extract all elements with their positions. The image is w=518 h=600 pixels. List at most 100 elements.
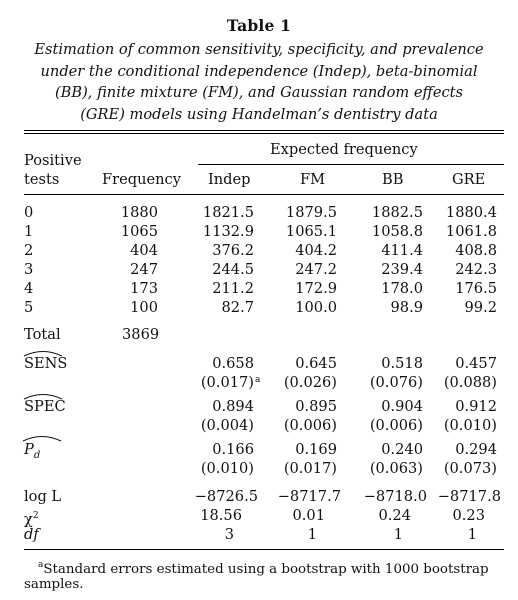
table-caption: Estimation of common sensitivity, specif… (22, 39, 496, 125)
row-expected-value: 244.5 (212, 261, 254, 278)
row-tests: 4 (24, 280, 34, 297)
fit-value: 1 (467, 526, 477, 543)
row-expected-value: 98.9 (390, 299, 424, 316)
estimate-se: (0.076) (369, 374, 423, 391)
row-expected-value: 178.0 (381, 280, 423, 297)
row-expected-value: 82.7 (221, 299, 255, 316)
fit-value: 1 (307, 526, 317, 543)
footnote-text: Standard errors estimated using a bootst… (43, 562, 489, 577)
row-expected-value: 211.2 (212, 280, 254, 297)
row-tests: 2 (24, 242, 34, 259)
row-expected-value: 100.0 (295, 299, 337, 316)
estimate-se: (0.088) (443, 374, 497, 391)
estimate-se: (0.063) (369, 460, 423, 477)
table-title: Table 1 (226, 16, 292, 35)
row-frequency: 100 (130, 299, 158, 316)
bottom-rule (24, 549, 504, 550)
header-tests: tests (24, 171, 60, 188)
header-fm: FM (300, 171, 326, 188)
header-indep: Indep (208, 171, 251, 188)
row-expected-value: 408.8 (455, 242, 497, 259)
row-expected-value: 172.9 (295, 280, 337, 297)
total-label: Total (24, 326, 61, 343)
prevalence-label: Pd (22, 435, 62, 465)
estimate-se: (0.017) (283, 460, 337, 477)
row-tests: 1 (24, 223, 34, 240)
row-expected-value: 242.3 (455, 261, 497, 278)
estimate-value: 0.169 (295, 441, 337, 458)
estimate-se: (0.073) (443, 460, 497, 477)
estimate-value: 0.457 (455, 355, 497, 372)
row-expected-value: 1882.5 (371, 204, 423, 221)
estimate-value: 0.894 (212, 398, 254, 415)
row-expected-value: 376.2 (212, 242, 254, 259)
fit-value: 0.01 (292, 507, 326, 524)
estimate-value: 0.645 (295, 355, 337, 372)
estimate-value: 0.294 (455, 441, 497, 458)
estimate-value: 0.904 (381, 398, 423, 415)
chi2-label: χ2 (24, 511, 39, 528)
fit-value: 0.23 (452, 507, 486, 524)
estimate-se: (0.026) (283, 374, 337, 391)
se-note-mark: a (255, 375, 261, 385)
fit-value: −8717.8 (437, 488, 501, 505)
fit-value: 0.24 (378, 507, 412, 524)
spec-label: SPEC (23, 393, 66, 416)
row-tests: 5 (24, 299, 34, 316)
estimate-se: (0.006) (369, 417, 423, 434)
row-expected-value: 99.2 (464, 299, 498, 316)
row-expected-value: 1065.1 (285, 223, 337, 240)
top-rule-2 (24, 133, 504, 134)
estimate-se: (0.006) (283, 417, 337, 434)
total-frequency: 3869 (122, 326, 160, 343)
row-expected-value: 1058.8 (371, 223, 423, 240)
caption-line: under the conditional independence (Inde… (40, 62, 478, 80)
estimate-value: 0.912 (455, 398, 497, 415)
row-expected-value: 1061.8 (445, 223, 497, 240)
row-expected-value: 1880.4 (445, 204, 497, 221)
estimate-value: 0.166 (212, 441, 254, 458)
expected-rule (198, 164, 504, 165)
caption-line: (BB), finite mixture (FM), and Gaussian … (54, 84, 464, 101)
row-expected-value: 1821.5 (202, 204, 254, 221)
estimate-se: (0.017) (200, 374, 254, 391)
row-expected-value: 404.2 (295, 242, 337, 259)
row-tests: 3 (24, 261, 34, 278)
fit-value: −8726.5 (194, 488, 258, 505)
row-expected-value: 1132.9 (202, 223, 254, 240)
caption-line: (GRE) models using Handelman’s dentistry… (80, 105, 438, 123)
fit-value: 3 (224, 526, 234, 543)
estimate-value: 0.240 (381, 441, 423, 458)
row-expected-value: 411.4 (381, 242, 423, 259)
estimate-value: 0.895 (295, 398, 337, 415)
fit-value: 1 (393, 526, 403, 543)
estimate-se: (0.010) (443, 417, 497, 434)
df-label: df (24, 526, 39, 543)
row-frequency: 1880 (120, 204, 158, 221)
fit-value: 18.56 (200, 507, 242, 524)
row-expected-value: 239.4 (381, 261, 423, 278)
header-expected-frequency: Expected frequency (270, 141, 418, 158)
header-positive: Positive (24, 152, 82, 169)
fit-value: −8718.0 (363, 488, 427, 505)
row-expected-value: 1879.5 (285, 204, 337, 221)
row-frequency: 247 (130, 261, 158, 278)
sens-label: SENS (23, 350, 67, 373)
footnote-mark: a (38, 560, 44, 570)
caption-line: Estimation of common sensitivity, specif… (34, 41, 484, 58)
row-tests: 0 (24, 204, 34, 221)
header-gre: GRE (452, 171, 486, 188)
estimate-value: 0.658 (212, 355, 254, 372)
estimate-se: (0.004) (200, 417, 254, 434)
estimate-value: 0.518 (381, 355, 423, 372)
row-frequency: 1065 (120, 223, 158, 240)
fit-value: −8717.7 (277, 488, 341, 505)
header-rule (24, 194, 504, 195)
estimate-se: (0.010) (200, 460, 254, 477)
row-expected-value: 176.5 (455, 280, 497, 297)
header-bb: BB (382, 171, 404, 188)
footnote: aStandard errors estimated using a boots… (38, 555, 508, 580)
row-frequency: 173 (130, 280, 158, 297)
row-frequency: 404 (130, 242, 158, 259)
row-expected-value: 247.2 (295, 261, 337, 278)
